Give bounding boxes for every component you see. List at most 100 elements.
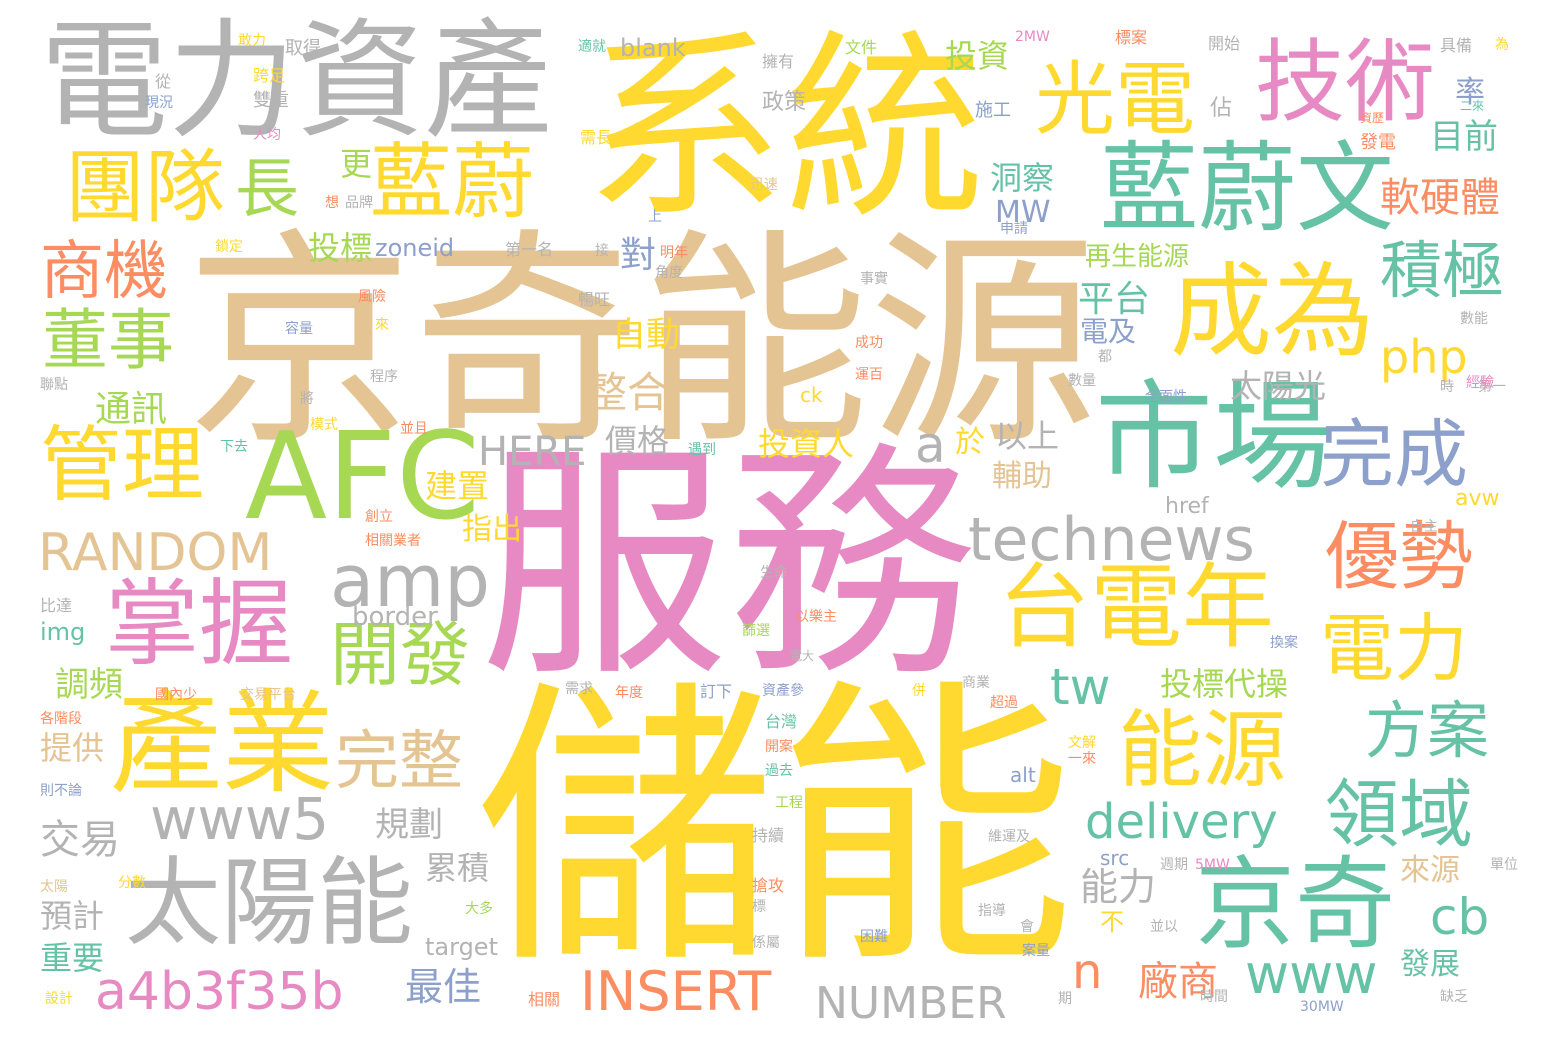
word: 台灣 — [765, 712, 798, 731]
word: 創立 — [365, 509, 393, 525]
word: 從 — [155, 72, 172, 91]
word: 軟硬體 — [1380, 175, 1500, 221]
word: 單位 — [1490, 857, 1518, 873]
word: 完整 — [335, 725, 463, 799]
word: 迅速 — [750, 177, 778, 193]
word: 輔助 — [992, 459, 1052, 494]
word: MW — [995, 195, 1051, 230]
word: 年度 — [615, 685, 643, 701]
word: 太陽 — [40, 879, 68, 895]
word: 發電 — [1360, 132, 1396, 153]
word: 價格 — [605, 422, 670, 460]
word: 規劃 — [375, 805, 443, 845]
word: 提供 — [40, 729, 105, 767]
word: 擁有 — [762, 52, 795, 71]
word: 比達 — [40, 596, 73, 615]
word: 相關 — [528, 990, 561, 1009]
word: 積極 — [1380, 234, 1505, 307]
word: 角度 — [655, 265, 683, 281]
word: 並以 — [1150, 919, 1178, 935]
word: 成功 — [855, 335, 883, 351]
word: 會 — [1020, 919, 1034, 935]
word: 藍蔚 — [370, 135, 535, 230]
word: 資產參 — [762, 683, 804, 699]
word: 全面性 — [1145, 389, 1187, 405]
word: 率 — [1455, 75, 1485, 110]
word: 適就 — [578, 39, 606, 55]
word: 京奇 — [1195, 846, 1395, 963]
word: target — [425, 933, 498, 961]
word: 容量 — [285, 321, 313, 337]
word: 係屬 — [752, 935, 780, 951]
word: 投標代操 — [1160, 665, 1289, 703]
word: 管理 — [40, 418, 205, 513]
word: 搶攻 — [752, 876, 785, 895]
word: 標 — [752, 899, 766, 915]
word: 不 — [1100, 908, 1124, 936]
word: blank — [620, 34, 686, 62]
word: 品牌 — [345, 195, 373, 211]
word: 政策 — [762, 90, 807, 115]
word: 長 — [235, 153, 299, 227]
word: 服務 — [480, 422, 976, 710]
word: 重要 — [40, 939, 105, 977]
word: 以上 — [995, 417, 1060, 455]
word: 開發 — [330, 614, 470, 696]
word: 電力 — [1320, 606, 1468, 692]
word: 電大 — [790, 649, 815, 663]
word: 工程 — [775, 795, 803, 811]
word: 週期 — [1160, 857, 1188, 873]
word: 電及 — [1080, 315, 1137, 348]
word: 將 — [300, 391, 314, 407]
word: 30MW — [1300, 999, 1344, 1015]
word: border — [352, 602, 438, 632]
word: 最佳 — [405, 965, 482, 1009]
word: RANDOM — [38, 523, 273, 583]
word: 5MW — [1195, 857, 1230, 873]
word: 領域 — [1325, 772, 1473, 858]
word: 完成 — [1320, 412, 1468, 498]
word: 持續 — [752, 826, 785, 845]
word: 都 — [1098, 349, 1112, 365]
word: 平台 — [1078, 279, 1151, 320]
word: NUMBER — [815, 978, 1007, 1029]
word: 發展 — [1400, 947, 1460, 982]
word: 數能 — [1460, 311, 1488, 327]
word: 標案 — [1115, 28, 1148, 47]
word: AFC — [245, 408, 480, 547]
word: 商業 — [962, 675, 990, 691]
word: 以樂主 — [795, 609, 837, 625]
word: 開案 — [765, 739, 793, 755]
word: img — [40, 618, 86, 646]
word: 上 — [648, 209, 662, 225]
word: delivery — [1085, 794, 1278, 850]
word: 指出 — [462, 512, 522, 547]
word: 方案 — [1365, 694, 1490, 767]
word: 優勢 — [1325, 514, 1473, 600]
word: 暢旺 — [578, 290, 611, 309]
word: 再生能源 — [1085, 242, 1190, 272]
word: 敢力 — [238, 33, 266, 49]
word: 模式 — [310, 417, 338, 433]
word: 市場 — [1095, 368, 1332, 506]
word: 董事 — [42, 302, 174, 379]
word: 各階段 — [40, 711, 82, 727]
word: 一來 — [1068, 751, 1096, 767]
word: 缺乏 — [1440, 989, 1468, 1005]
word: 光電 — [1035, 53, 1195, 146]
word: 分數 — [118, 875, 146, 891]
word: 時 — [1440, 379, 1454, 395]
word: 併 — [912, 683, 926, 699]
word: 運百 — [855, 367, 883, 383]
word: 期 — [1058, 991, 1072, 1007]
word: 第一名 — [505, 240, 554, 259]
word: 電力資產 — [40, 7, 553, 156]
word: INSERT — [580, 960, 772, 1023]
word: 自主 — [1410, 519, 1438, 535]
word: HERE — [478, 429, 587, 475]
word: 案量 — [1022, 943, 1050, 959]
word: www5 — [150, 785, 330, 853]
word: n — [1072, 944, 1103, 1000]
word: technews — [968, 505, 1255, 575]
word: 數量 — [1068, 373, 1096, 389]
